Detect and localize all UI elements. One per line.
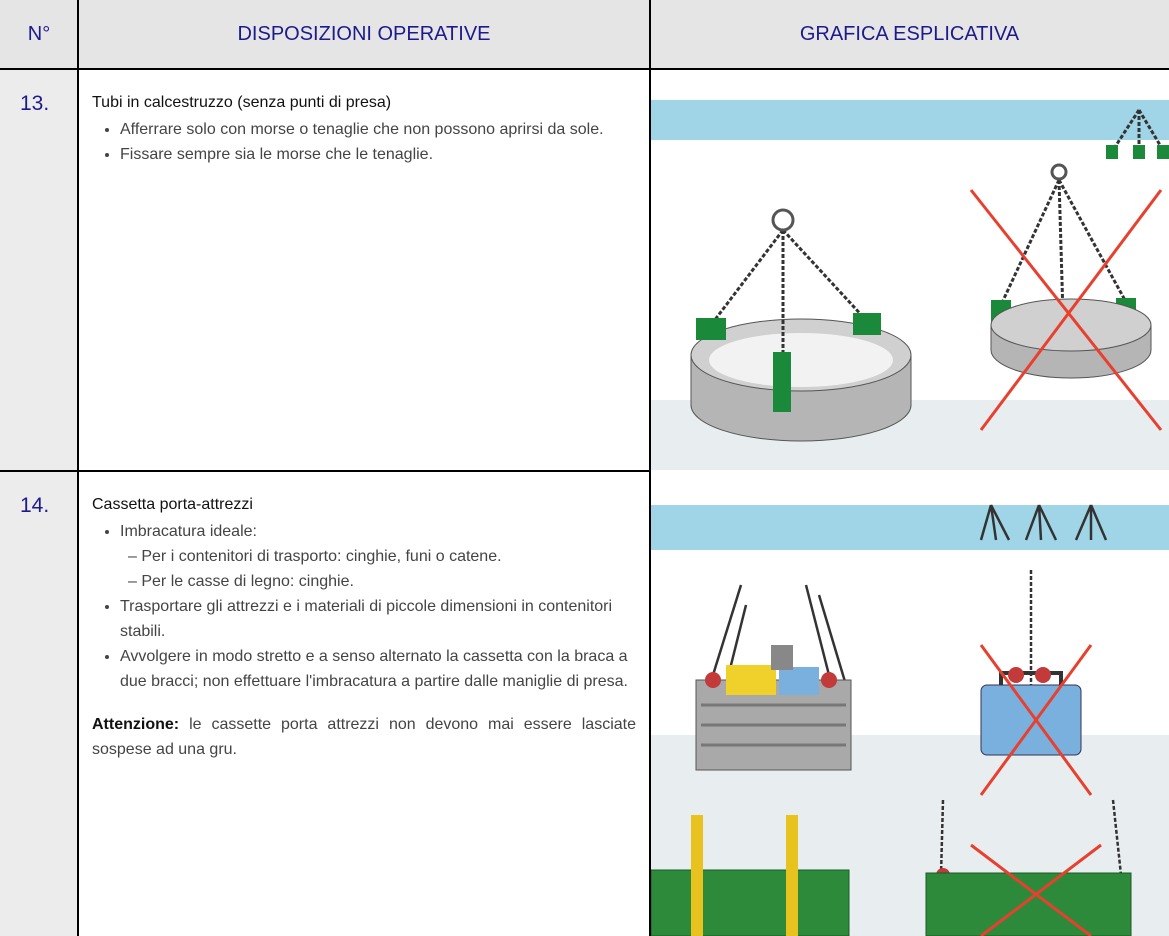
- divider: [649, 0, 651, 936]
- row-title: Tubi in calcestruzzo (senza punti di pre…: [92, 94, 392, 111]
- bullet: Fissare sempre sia le morse che le tenag…: [120, 142, 636, 167]
- header-instructions: DISPOSIZIONI OPERATIVE: [78, 0, 650, 70]
- bullet-list: Imbracatura ideale: – Per i contenitori …: [92, 519, 636, 694]
- row-text: Cassetta porta-attrezzi Imbracatura idea…: [78, 470, 650, 936]
- illustration-pipes: [651, 80, 1169, 470]
- sub-item: – Per i contenitori di trasporto: cinghi…: [128, 548, 502, 565]
- header-number: N°: [0, 0, 78, 70]
- illustration-toolbox: [651, 485, 1169, 936]
- bullet-list: Afferrare solo con morse o tenaglie che …: [92, 117, 636, 167]
- bullet-text: Imbracatura ideale:: [120, 523, 257, 540]
- bullet: Avvolgere in modo stretto e a senso alte…: [120, 644, 636, 694]
- sub-item: – Per le casse di legno: cinghie.: [128, 573, 354, 590]
- note-text: le cassette porta attrezzi non devono ma…: [92, 716, 636, 758]
- bullet: Imbracatura ideale: – Per i contenitori …: [120, 519, 636, 594]
- note-label: Attenzione:: [92, 716, 180, 733]
- bullet: Afferrare solo con morse o tenaglie che …: [120, 117, 636, 142]
- row-number: 13.: [0, 70, 78, 470]
- row-text: Tubi in calcestruzzo (senza punti di pre…: [78, 70, 650, 470]
- bullet: Trasportare gli attrezzi e i materiali d…: [120, 594, 636, 644]
- header-graphics: GRAFICA ESPLICATIVA: [650, 0, 1169, 70]
- divider: [77, 0, 79, 936]
- note: Attenzione: le cassette porta attrezzi n…: [92, 712, 636, 762]
- row-number: 14.: [0, 470, 78, 936]
- row-title: Cassetta porta-attrezzi: [92, 496, 253, 513]
